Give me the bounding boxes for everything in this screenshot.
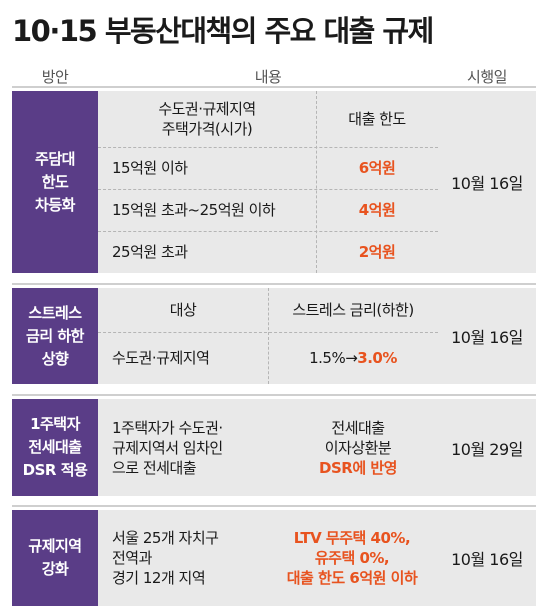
header-cell: 대출 한도 <box>348 110 406 128</box>
condition-line: 1주택자가 수도권· <box>112 418 223 437</box>
rule-line: 이자상환분 <box>324 438 392 457</box>
price-range: 15억원 이하 <box>112 159 188 177</box>
table-row: 25억원 초과 2억원 <box>98 231 438 273</box>
effective-date: 10월 16일 <box>451 174 523 193</box>
ltv-rule-line: 유주택 0%, <box>314 549 390 567</box>
section-label: 스트레스 금리 하한 상향 <box>12 288 98 384</box>
loan-limit: 4억원 <box>358 201 396 219</box>
section-regulated-area: 규제지역 강화 서울 25개 자치구 전역과 경기 12개 지역 LTV 무주택… <box>12 510 536 606</box>
region-line: 서울 25개 자치구 <box>112 529 219 547</box>
section-jeonse-dsr: 1주택자 전세대출 DSR 적용 1주택자가 수도권· 규제지역서 임차인 으로… <box>12 399 536 496</box>
loan-limit: 2억원 <box>358 243 396 261</box>
section-content: 1주택자가 수도권· 규제지역서 임차인 으로 전세대출 전세대출 이자상환분 … <box>98 399 438 496</box>
header-cell: 수도권·규제지역 <box>158 100 256 118</box>
column-header-effective-date: 시행일 <box>467 68 507 86</box>
price-range: 15억원 초과~25억원 이하 <box>112 201 276 219</box>
divider <box>12 86 536 88</box>
table-row: 수도권·규제지역 1.5% → 3.0% <box>98 332 438 384</box>
condition-line: 규제지역서 임차인 <box>112 438 223 457</box>
rate-after: 3.0% <box>357 349 397 367</box>
section-label-line: 주담대 <box>35 149 75 168</box>
column-header-content: 내용 <box>254 68 282 86</box>
header-cell: 주택가격(시가) <box>161 120 253 138</box>
target-region: 수도권·규제지역 <box>112 349 210 367</box>
section-label: 규제지역 강화 <box>12 510 98 606</box>
section-label-line: 전세대출 <box>28 438 82 456</box>
effective-date: 10월 29일 <box>451 439 523 459</box>
table-row: 15억원 이하 6억원 <box>98 147 438 189</box>
divider <box>12 394 536 396</box>
region-line: 경기 12개 지역 <box>112 569 206 587</box>
section-label-line: 스트레스 <box>28 303 82 322</box>
condition-line: 으로 전세대출 <box>112 458 197 477</box>
section-mortgage-limit: 주담대 한도 차등화 수도권·규제지역 주택가격(시가) 대출 한도 15억원 … <box>12 91 536 273</box>
header-cell: 대상 <box>169 301 197 319</box>
section-content: 대상 스트레스 금리(하한) 수도권·규제지역 1.5% → 3.0% <box>98 288 438 384</box>
section-label-line: DSR 적용 <box>22 461 88 479</box>
rate-before: 1.5% <box>309 349 346 367</box>
section-label-line: 1주택자 <box>30 415 80 433</box>
page-title: 10·15 부동산대책의 주요 대출 규제 <box>12 14 434 48</box>
column-header-plan: 방안 <box>41 68 69 86</box>
table-header-row: 대상 스트레스 금리(하한) <box>98 288 438 332</box>
section-label: 1주택자 전세대출 DSR 적용 <box>12 399 98 496</box>
ltv-rule-line: LTV 무주택 40%, <box>293 529 411 547</box>
section-content: 서울 25개 자치구 전역과 경기 12개 지역 LTV 무주택 40%, 유주… <box>98 510 438 606</box>
ltv-rule-line: 대출 한도 6억원 이하 <box>286 569 418 587</box>
header-cell: 스트레스 금리(하한) <box>292 301 414 319</box>
rule-highlight: DSR에 반영 <box>319 458 397 477</box>
effective-date: 10월 16일 <box>451 328 523 347</box>
section-label-line: 규제지역 <box>28 537 82 555</box>
rule-line: 전세대출 <box>331 418 385 437</box>
table-header-row: 수도권·규제지역 주택가격(시가) 대출 한도 <box>98 91 438 147</box>
divider <box>12 283 536 285</box>
section-label-line: 한도 <box>41 172 69 191</box>
arrow-icon: → <box>345 349 358 367</box>
section-label-line: 금리 하한 <box>26 326 84 345</box>
section-label: 주담대 한도 차등화 <box>12 91 98 273</box>
section-stress-rate: 스트레스 금리 하한 상향 대상 스트레스 금리(하한) 수도권·규제지역 1.… <box>12 288 536 384</box>
region-line: 전역과 <box>112 549 152 567</box>
section-label-line: 상향 <box>41 349 69 368</box>
divider <box>12 505 536 507</box>
section-label-line: 차등화 <box>35 195 75 214</box>
price-range: 25억원 초과 <box>112 243 188 261</box>
effective-date: 10월 16일 <box>451 550 523 569</box>
loan-limit: 6억원 <box>358 159 396 177</box>
section-label-line: 강화 <box>41 560 69 578</box>
section-content: 수도권·규제지역 주택가격(시가) 대출 한도 15억원 이하 6억원 15억원… <box>98 91 438 273</box>
table-row: 15억원 초과~25억원 이하 4억원 <box>98 189 438 231</box>
